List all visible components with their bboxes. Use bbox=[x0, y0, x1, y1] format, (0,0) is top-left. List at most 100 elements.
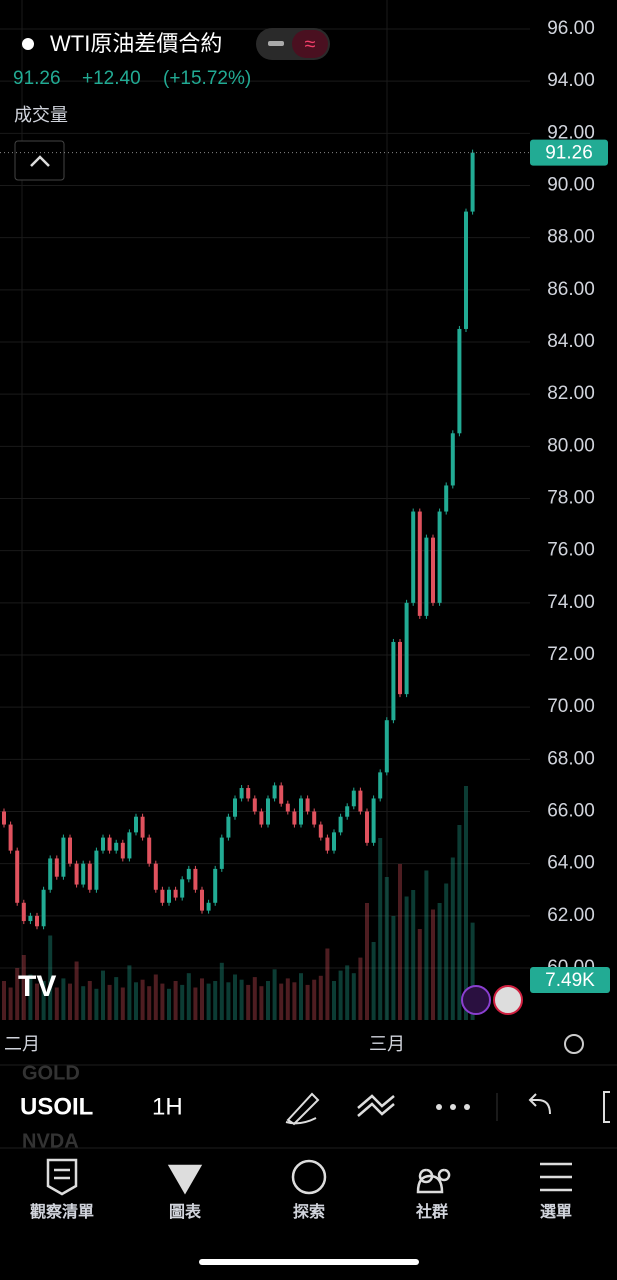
candle bbox=[120, 842, 125, 859]
volume-bar bbox=[358, 957, 363, 1020]
draw-icon[interactable] bbox=[285, 1092, 320, 1126]
candle bbox=[266, 798, 270, 825]
chart-icon[interactable] bbox=[167, 1164, 203, 1195]
volume-bar bbox=[160, 983, 165, 1020]
interval[interactable]: 1H bbox=[152, 1093, 183, 1120]
candle bbox=[299, 798, 303, 825]
candle bbox=[345, 806, 350, 817]
volume-bar bbox=[365, 903, 369, 1020]
candle bbox=[206, 902, 211, 911]
volume-bar bbox=[259, 986, 264, 1020]
volume-bar bbox=[285, 978, 290, 1020]
nav-label[interactable]: 探索 bbox=[293, 1202, 325, 1221]
y-tick-label: 72.00 bbox=[547, 644, 595, 665]
logo: TV bbox=[18, 970, 56, 1003]
candle bbox=[200, 889, 204, 911]
candle bbox=[2, 811, 6, 825]
volume-bar bbox=[68, 983, 72, 1020]
volume-bar bbox=[153, 974, 158, 1020]
watchlist-icon[interactable] bbox=[46, 1158, 78, 1196]
prev-symbol[interactable]: GOLD bbox=[22, 1062, 80, 1084]
more-icon[interactable] bbox=[436, 1104, 470, 1110]
volume-bar bbox=[417, 929, 422, 1020]
volume-bar bbox=[140, 979, 145, 1020]
volume-bar bbox=[424, 870, 429, 1020]
volume-bar bbox=[173, 981, 178, 1020]
y-tick-label: 62.00 bbox=[547, 905, 595, 926]
volume-bar bbox=[470, 922, 475, 1020]
next-symbol[interactable]: NVDA bbox=[22, 1130, 79, 1152]
volume-bar bbox=[74, 961, 79, 1020]
volume-bar bbox=[41, 981, 46, 1020]
nav-label[interactable]: 選單 bbox=[540, 1203, 572, 1221]
candle bbox=[160, 889, 165, 903]
candle bbox=[134, 816, 138, 833]
candle bbox=[417, 511, 422, 616]
volume-bar bbox=[35, 983, 39, 1020]
flag-icon[interactable] bbox=[493, 985, 523, 1015]
nav-label[interactable]: 圖表 bbox=[169, 1202, 202, 1221]
volume-bar bbox=[61, 978, 66, 1020]
candle bbox=[272, 785, 277, 799]
volume-bar bbox=[279, 983, 284, 1020]
y-tick-label: 96.00 bbox=[547, 18, 595, 39]
settings-icon[interactable] bbox=[564, 1034, 584, 1054]
explore-icon[interactable] bbox=[291, 1159, 327, 1195]
candle bbox=[167, 889, 171, 903]
candle bbox=[371, 798, 376, 843]
volume-label: 成交量 bbox=[14, 105, 68, 125]
change-pct: (+15.72%) bbox=[163, 68, 251, 89]
volume-bar bbox=[15, 968, 20, 1020]
candle bbox=[358, 790, 363, 812]
y-tick-label: 84.00 bbox=[547, 331, 595, 352]
volume-badge bbox=[530, 967, 610, 993]
y-tick-label: 68.00 bbox=[547, 748, 595, 769]
volume-bar bbox=[48, 935, 53, 1020]
candle bbox=[41, 889, 46, 927]
volume-bar bbox=[8, 987, 13, 1020]
change: +12.40 bbox=[82, 68, 141, 89]
candle bbox=[233, 798, 237, 817]
volume-bar bbox=[345, 965, 350, 1020]
y-tick-label: 78.00 bbox=[547, 488, 595, 509]
volume-bar bbox=[437, 903, 442, 1020]
candle bbox=[252, 798, 257, 812]
y-tick-label: 76.00 bbox=[547, 540, 595, 561]
symbol-title: WTI原油差價合約 bbox=[50, 31, 222, 56]
undo-icon[interactable] bbox=[528, 1093, 551, 1115]
candle bbox=[384, 720, 389, 773]
toggle-dash bbox=[268, 41, 284, 46]
candle bbox=[391, 641, 396, 721]
candle bbox=[101, 837, 105, 851]
candle bbox=[21, 902, 26, 922]
candle bbox=[54, 858, 59, 877]
community-icon[interactable] bbox=[416, 1168, 451, 1194]
symbol[interactable]: USOIL bbox=[20, 1093, 93, 1120]
volume-bar bbox=[147, 986, 152, 1020]
candle bbox=[87, 863, 92, 890]
candle bbox=[48, 858, 53, 890]
event-icon[interactable] bbox=[461, 985, 491, 1015]
nav-label[interactable]: 觀察清單 bbox=[30, 1202, 94, 1221]
volume-bar bbox=[120, 987, 125, 1020]
y-tick-label: 86.00 bbox=[547, 279, 595, 300]
lines-icon[interactable] bbox=[357, 1094, 395, 1117]
fullscreen-icon[interactable] bbox=[603, 1091, 610, 1123]
x-tick-label: 二月 bbox=[4, 1034, 40, 1054]
volume-bar bbox=[431, 909, 435, 1020]
last-price: 91.26 bbox=[13, 68, 61, 89]
collapse-button[interactable] bbox=[14, 140, 65, 181]
candle bbox=[325, 837, 330, 851]
candle bbox=[107, 837, 112, 851]
volume-bar bbox=[272, 969, 277, 1020]
volume-bar bbox=[318, 975, 323, 1020]
menu-icon[interactable] bbox=[540, 1162, 572, 1192]
candle bbox=[246, 788, 251, 799]
volume-bar bbox=[404, 896, 409, 1020]
volume-bar bbox=[391, 916, 396, 1020]
candle bbox=[219, 837, 224, 869]
candle bbox=[365, 811, 369, 843]
volume-bar bbox=[351, 973, 356, 1020]
nav-label[interactable]: 社群 bbox=[415, 1202, 448, 1221]
volume-bar bbox=[193, 987, 198, 1020]
